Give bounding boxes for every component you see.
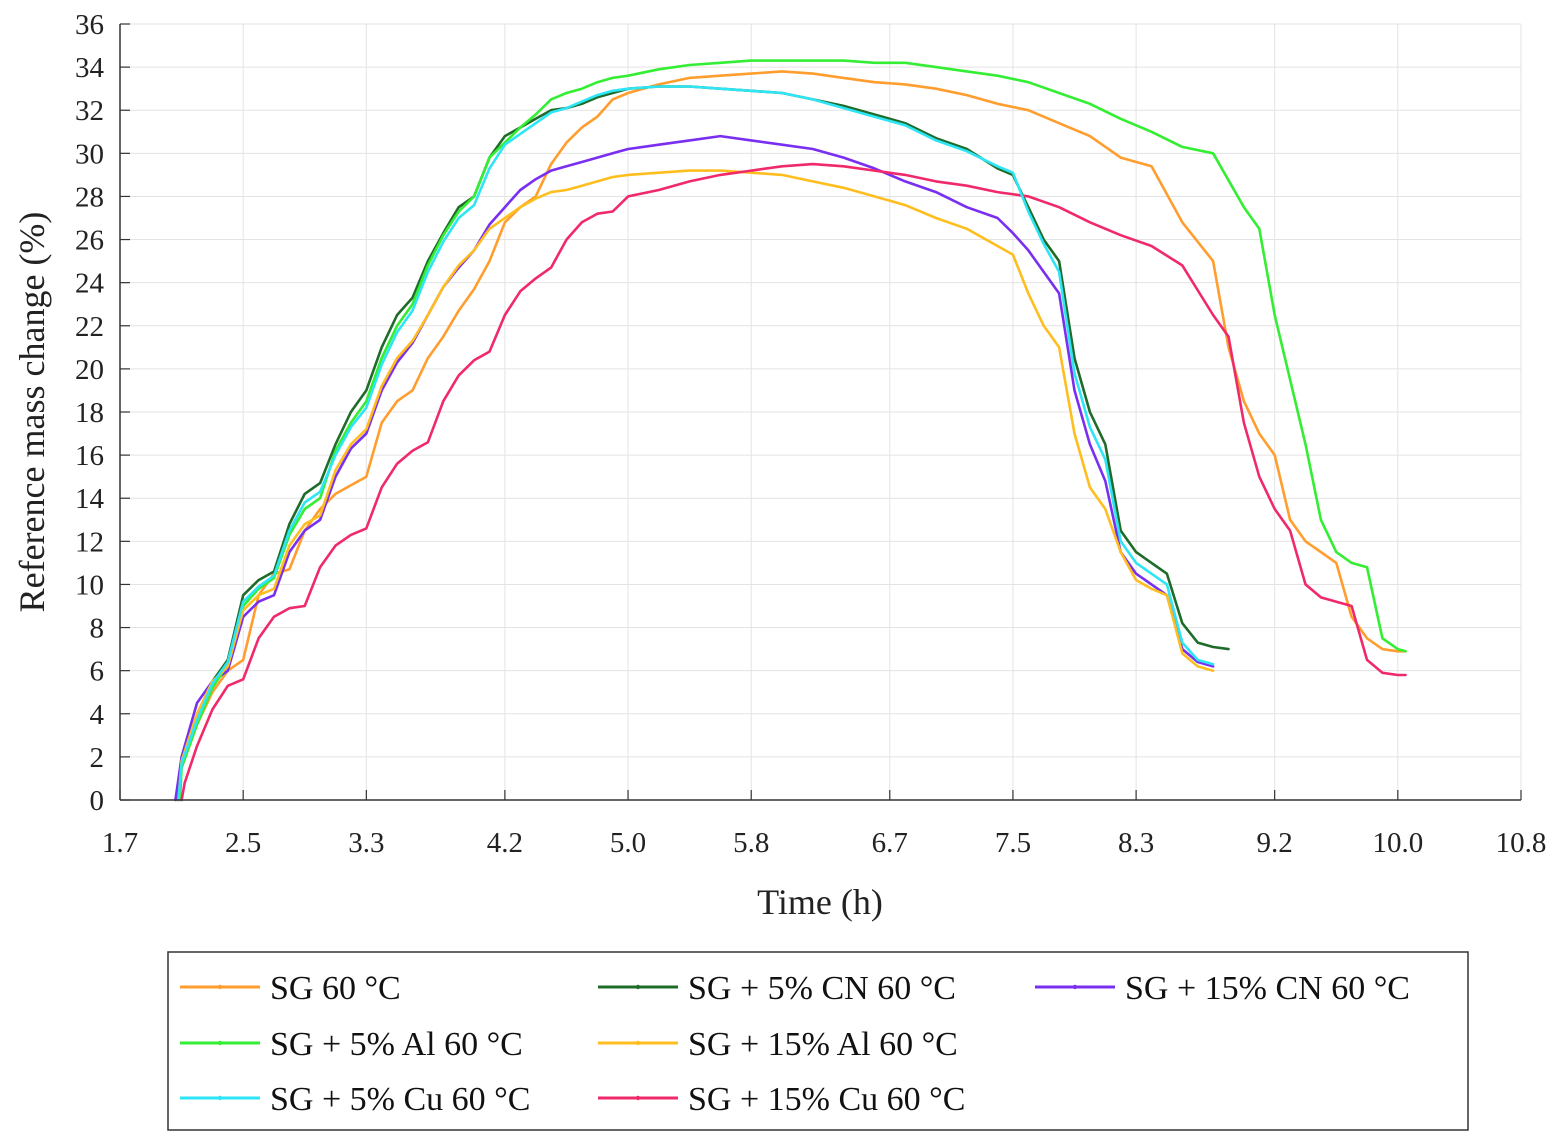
grid — [119, 23, 1522, 801]
x-tick-label: 9.2 — [1257, 827, 1293, 859]
y-tick-label: 26 — [75, 225, 104, 257]
legend-marker — [1072, 984, 1078, 990]
y-tick-label: 14 — [75, 483, 105, 515]
x-tick-label: 5.8 — [733, 827, 769, 859]
series-line-sg-5-cn-60-c — [177, 85, 1230, 802]
legend: SG 60 °C SG + 5% CN 60 °C SG + 15% CN 60 °… — [167, 951, 1469, 1131]
legend-label: SG + 15% Al 60 °C — [688, 1026, 958, 1063]
axes — [119, 23, 1522, 801]
y-tick-label: 8 — [90, 613, 105, 645]
y-tick-label: 6 — [90, 656, 105, 688]
x-tick-label: 3.3 — [348, 827, 384, 859]
y-tick-label: 28 — [75, 181, 104, 213]
series-line-sg-15-al-60-c — [177, 169, 1215, 802]
x-axis-title: Time (h) — [757, 882, 883, 922]
y-tick-label: 0 — [90, 785, 105, 817]
legend-marker — [217, 1095, 223, 1101]
y-tick-label: 20 — [75, 354, 104, 386]
x-tick-label: 10.0 — [1372, 827, 1423, 859]
legend-marker — [217, 984, 223, 990]
legend-label: SG + 5% CN 60 °C — [688, 970, 956, 1007]
x-tick-label: 8.3 — [1118, 827, 1154, 859]
series-line-sg-15-cn-60-c — [174, 134, 1215, 802]
series-line-sg-5-al-60-c — [178, 59, 1407, 802]
legend-marker — [217, 1040, 223, 1046]
y-tick-label: 24 — [75, 268, 105, 300]
legend-label: SG 60 °C — [270, 970, 401, 1007]
legend-box — [167, 951, 1469, 1131]
x-tick-label: 4.2 — [487, 827, 523, 859]
y-axis-title: Reference mass change (%) — [12, 212, 52, 613]
series-line-sg-5-cu-60-c — [177, 85, 1215, 802]
x-tick-label: 1.7 — [102, 827, 138, 859]
y-tick-label: 22 — [75, 311, 104, 343]
y-tick-label: 10 — [75, 569, 104, 601]
y-tick-label: 30 — [75, 138, 104, 170]
x-tick-labels: 1.7 2.5 3.3 4.2 5.0 5.8 6.7 7.5 8.3 9.2 10.0 10.8 — [102, 827, 1547, 859]
x-tick-label: 2.5 — [225, 827, 261, 859]
y-tick-label: 34 — [75, 52, 105, 84]
legend-marker — [635, 1095, 641, 1101]
y-tick-label: 12 — [75, 526, 104, 558]
x-tick-label: 10.8 — [1496, 827, 1547, 859]
y-tick-label: 36 — [75, 9, 104, 41]
y-tick-label: 18 — [75, 397, 104, 429]
y-tick-label: 16 — [75, 440, 104, 472]
x-tick-label: 6.7 — [872, 827, 908, 859]
series-lines — [174, 59, 1407, 802]
x-tick-label: 5.0 — [610, 827, 646, 859]
series-line-sg-15-cu-60-c — [180, 162, 1407, 802]
y-tick-label: 4 — [90, 699, 105, 731]
legend-marker — [635, 1040, 641, 1046]
y-tick-label: 32 — [75, 95, 104, 127]
y-tick-label: 2 — [90, 742, 105, 774]
x-tick-label: 7.5 — [995, 827, 1031, 859]
legend-label: SG + 5% Al 60 °C — [270, 1026, 523, 1063]
legend-label: SG + 15% CN 60 °C — [1125, 970, 1410, 1007]
legend-label: SG + 15% Cu 60 °C — [688, 1081, 965, 1118]
legend-label: SG + 5% Cu 60 °C — [270, 1081, 530, 1118]
legend-marker — [635, 984, 641, 990]
